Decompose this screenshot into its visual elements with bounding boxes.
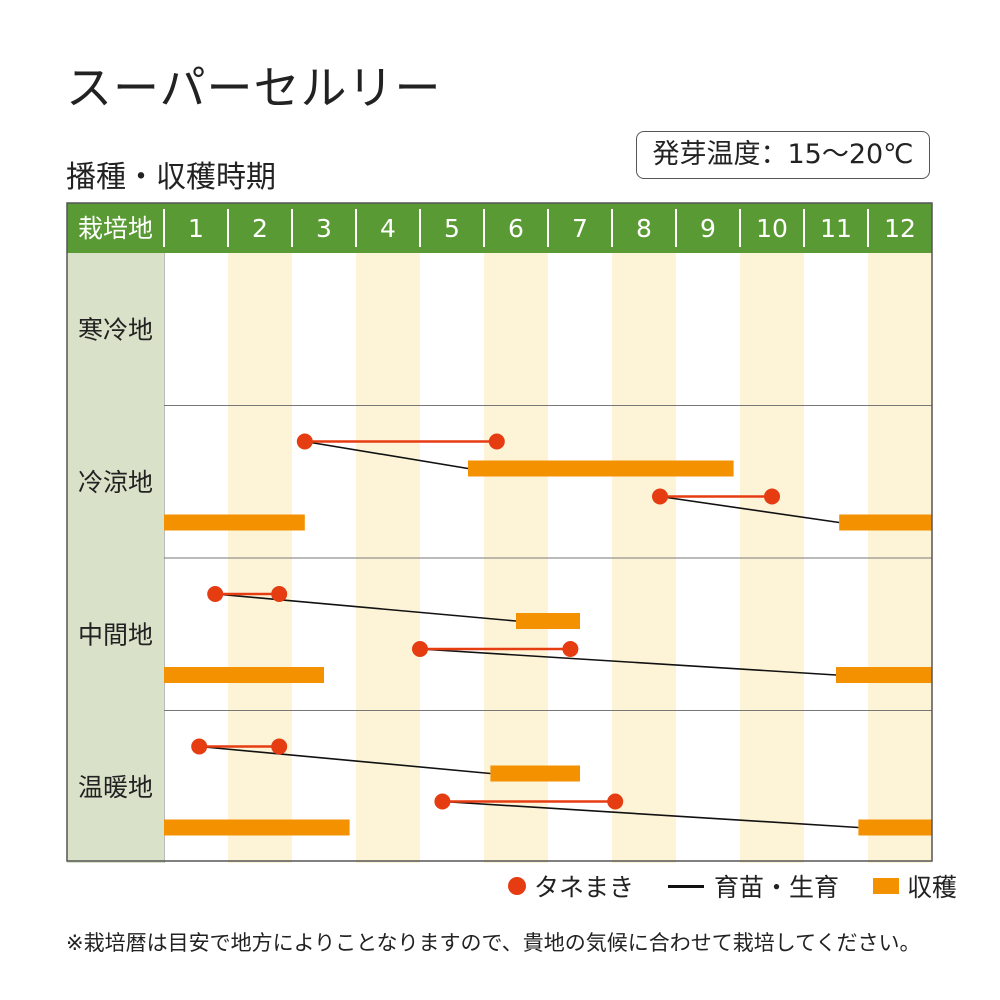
- growing-line: [442, 800, 859, 829]
- sowing-point: [562, 641, 579, 657]
- month-label: 2: [252, 214, 268, 243]
- month-label: 7: [572, 214, 588, 243]
- sowing-point: [607, 793, 624, 810]
- sowing-point: [191, 738, 208, 755]
- sowing-point: [434, 793, 451, 810]
- harvest-bar: [164, 667, 324, 683]
- growing-line-icon: [668, 884, 705, 888]
- harvest-bar-icon: [873, 878, 900, 894]
- sowing-point: [652, 488, 668, 505]
- harvest-bar: [490, 765, 580, 782]
- legend-growing-label: 育苗・生育: [714, 873, 840, 902]
- sowing-point: [412, 641, 428, 657]
- legend-sowing: タネまき: [508, 868, 634, 904]
- header-label: 栽培地: [78, 214, 153, 243]
- month-label: 4: [380, 214, 396, 243]
- chart-border: [66, 202, 933, 862]
- month-label: 8: [636, 214, 652, 243]
- header-row-bg: [67, 203, 932, 253]
- sowing-point: [296, 433, 313, 450]
- region-cell-bg: [67, 710, 164, 863]
- month-label: 1: [188, 214, 204, 243]
- month-label: 12: [884, 214, 916, 243]
- harvest-bar: [858, 819, 932, 836]
- growing-line: [659, 495, 840, 524]
- region-label: 寒冷地: [78, 315, 153, 344]
- month-label: 9: [700, 214, 716, 243]
- month-label: 5: [444, 214, 460, 243]
- growing-line: [199, 745, 491, 775]
- region-label: 冷涼地: [78, 468, 153, 497]
- legend-harvest: 収穫: [873, 868, 957, 904]
- month-label: 3: [316, 214, 332, 243]
- sowing-point: [764, 488, 780, 505]
- harvest-bar: [516, 613, 580, 629]
- legend-harvest-label: 収穫: [907, 873, 958, 902]
- legend-sowing-label: タネまき: [534, 873, 635, 902]
- harvest-bar: [164, 819, 350, 836]
- sowing-point: [488, 433, 505, 450]
- legend: タネまき 育苗・生育 収穫: [508, 868, 957, 904]
- region-cell-bg: [67, 558, 164, 711]
- sowing-point: [207, 586, 224, 602]
- germination-temperature-box: 発芽温度：15〜20℃: [636, 131, 930, 179]
- sowing-point: [271, 586, 288, 602]
- harvest-bar: [836, 667, 932, 683]
- sowing-point: [271, 738, 288, 755]
- month-label: 6: [508, 214, 524, 243]
- legend-growing: 育苗・生育: [668, 868, 839, 904]
- growing-line: [419, 648, 837, 676]
- month-label: 10: [756, 214, 788, 243]
- page-title: スーパーセルリー: [66, 61, 442, 115]
- region-cell-bg: [67, 405, 164, 558]
- region-cell-bg: [67, 253, 164, 406]
- harvest-bar: [164, 514, 305, 531]
- sowing-dot-icon: [508, 877, 526, 895]
- growing-line: [215, 593, 517, 622]
- growing-line: [304, 440, 469, 470]
- month-label: 11: [820, 214, 852, 243]
- footnote: ※栽培暦は目安で地方によりことなりますので、貴地の気候に合わせて栽培してください…: [66, 931, 921, 955]
- region-label: 中間地: [78, 620, 153, 649]
- harvest-bar: [839, 514, 932, 531]
- chart-subtitle: 播種・収穫時期: [66, 160, 276, 195]
- harvest-bar: [468, 460, 734, 477]
- region-label: 温暖地: [78, 773, 153, 802]
